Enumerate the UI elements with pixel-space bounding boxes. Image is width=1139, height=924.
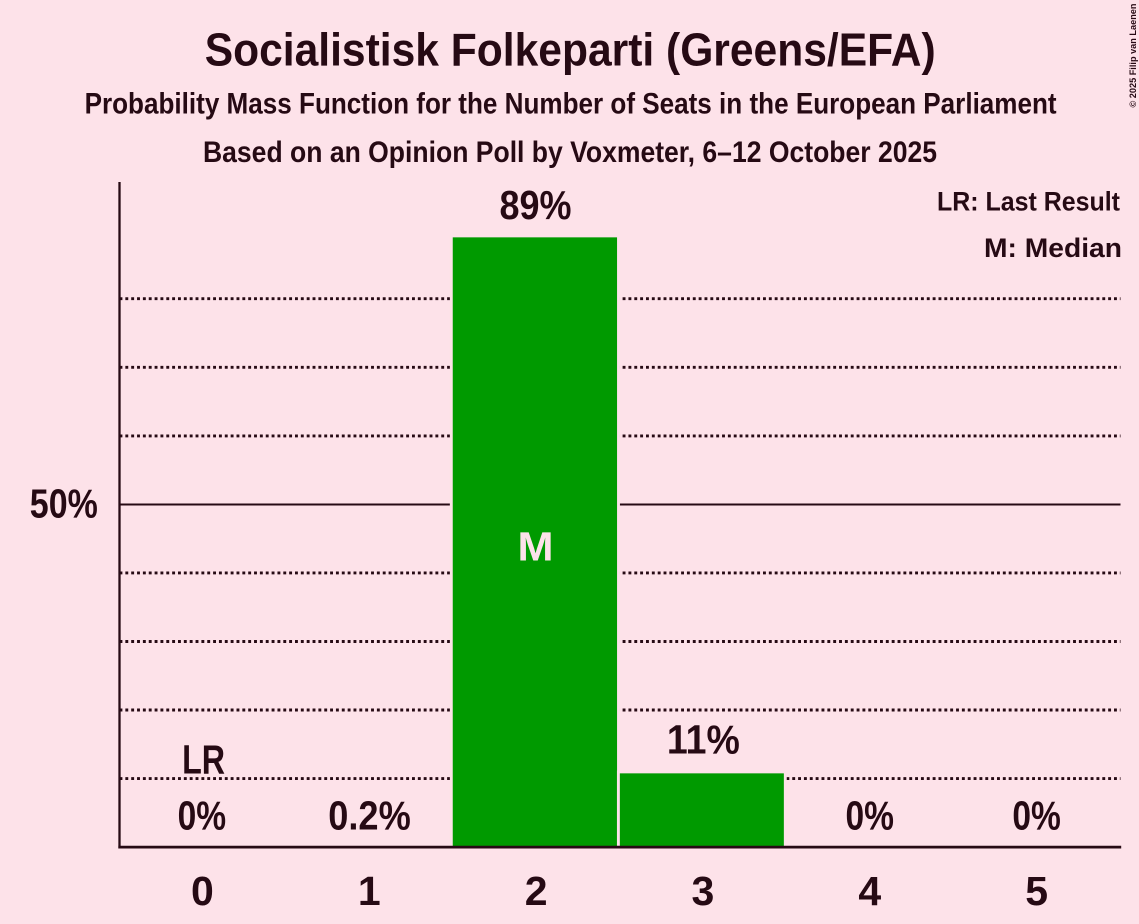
svg-text:M: Median: M: Median — [984, 233, 1122, 263]
svg-text:2: 2 — [525, 868, 548, 914]
svg-text:Probability Mass Function for: Probability Mass Function for the Number… — [85, 89, 1057, 121]
svg-text:0: 0 — [191, 868, 214, 914]
svg-text:M: M — [518, 523, 554, 569]
svg-text:1: 1 — [358, 868, 381, 914]
svg-text:Socialistisk Folkeparti (Green: Socialistisk Folkeparti (Greens/EFA) — [205, 24, 936, 76]
svg-text:11%: 11% — [667, 717, 740, 763]
svg-text:0%: 0% — [1012, 792, 1061, 838]
svg-text:© 2025 Filip van Laenen: © 2025 Filip van Laenen — [1128, 3, 1138, 107]
svg-text:0%: 0% — [178, 792, 227, 838]
svg-text:LR: LR — [182, 737, 225, 783]
svg-text:4: 4 — [858, 868, 881, 914]
svg-text:0.2%: 0.2% — [328, 792, 411, 838]
svg-text:LR: Last Result: LR: Last Result — [937, 186, 1120, 216]
svg-text:3: 3 — [691, 868, 714, 914]
svg-text:Based on an Opinion Poll by Vo: Based on an Opinion Poll by Voxmeter, 6–… — [203, 137, 937, 169]
svg-text:5: 5 — [1025, 868, 1048, 914]
svg-text:89%: 89% — [500, 182, 572, 228]
svg-text:0%: 0% — [846, 792, 895, 838]
svg-text:50%: 50% — [30, 481, 98, 527]
